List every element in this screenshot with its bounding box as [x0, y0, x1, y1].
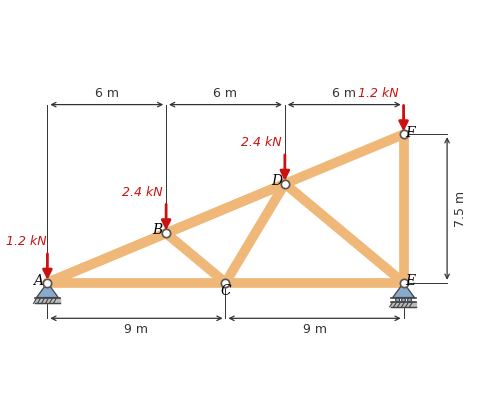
- Text: 9 m: 9 m: [302, 323, 327, 336]
- Text: 6 m: 6 m: [332, 87, 356, 100]
- Text: 7.5 m: 7.5 m: [454, 190, 467, 227]
- Circle shape: [408, 298, 412, 302]
- Text: 2.4 kN: 2.4 kN: [122, 186, 163, 199]
- Text: E: E: [405, 274, 415, 288]
- Polygon shape: [393, 283, 414, 298]
- Text: B: B: [153, 223, 163, 237]
- Polygon shape: [37, 283, 58, 298]
- Text: 6 m: 6 m: [95, 87, 119, 100]
- Text: 2.4 kN: 2.4 kN: [241, 136, 282, 149]
- Text: C: C: [220, 284, 231, 298]
- Text: 9 m: 9 m: [124, 323, 149, 336]
- Text: 1.2 kN: 1.2 kN: [6, 235, 47, 248]
- Circle shape: [396, 298, 400, 302]
- Text: A: A: [34, 274, 43, 288]
- Text: 1.2 kN: 1.2 kN: [358, 87, 398, 100]
- Circle shape: [402, 298, 406, 302]
- Text: D: D: [271, 174, 282, 188]
- Text: 6 m: 6 m: [213, 87, 238, 100]
- Text: F: F: [406, 126, 415, 140]
